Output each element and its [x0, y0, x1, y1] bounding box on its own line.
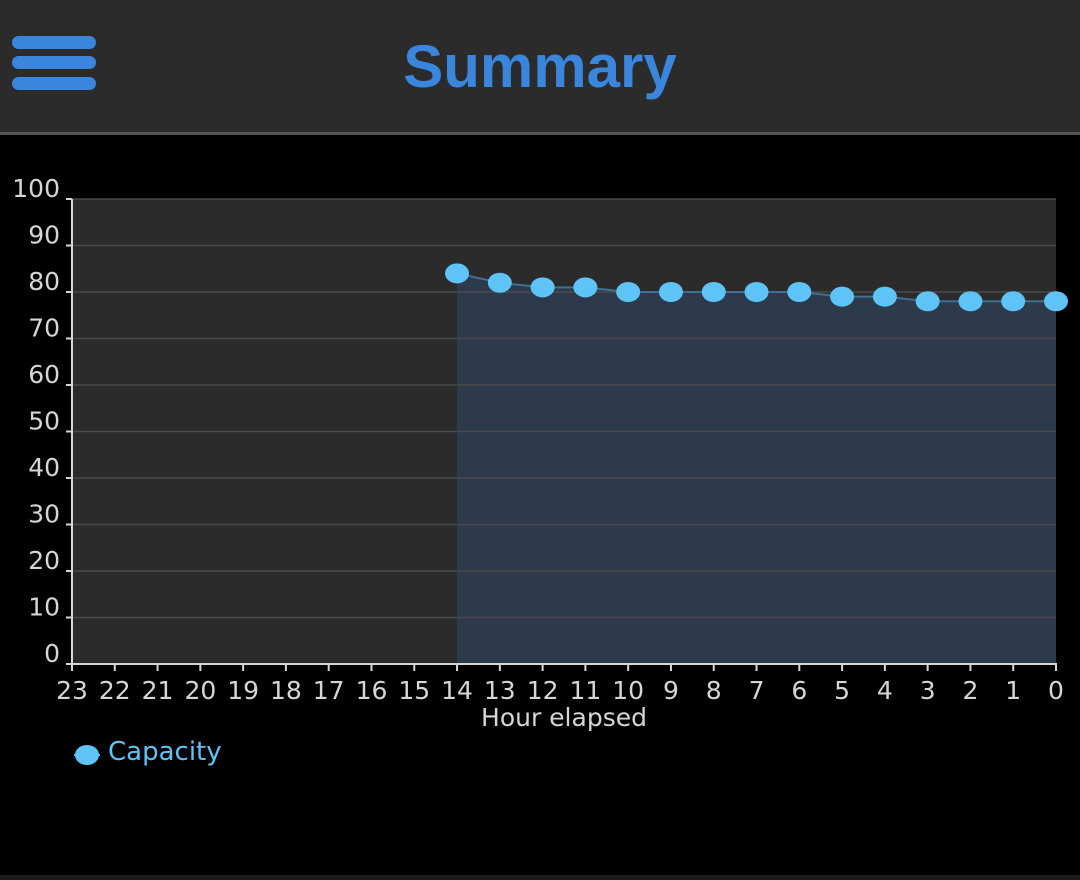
x-tick-label: 16 — [356, 676, 388, 705]
data-point — [616, 282, 641, 302]
x-tick-label: 17 — [313, 676, 345, 705]
x-tick-label: 14 — [441, 676, 473, 705]
data-point — [701, 282, 726, 302]
legend-label: Capacity — [108, 737, 222, 767]
x-tick-label: 5 — [834, 676, 850, 705]
y-tick-label: 50 — [28, 407, 60, 436]
data-point — [1001, 291, 1026, 312]
y-tick-label: 60 — [28, 360, 60, 389]
x-tick-label: 15 — [398, 676, 430, 705]
x-axis-title: Hour elapsed — [481, 703, 647, 732]
x-tick-label: 6 — [791, 676, 807, 705]
app-bar: Summary — [0, 0, 1080, 135]
y-tick-label: 20 — [28, 546, 60, 575]
x-tick-label: 22 — [99, 676, 131, 705]
data-point — [573, 277, 598, 298]
x-tick-label: 23 — [56, 676, 88, 705]
data-point — [445, 263, 470, 284]
page-title: Summary — [403, 33, 677, 100]
x-tick-label: 8 — [706, 676, 722, 705]
x-tick-label: 20 — [184, 676, 216, 705]
data-point — [744, 282, 769, 302]
x-tick-label: 9 — [663, 676, 679, 705]
data-point — [872, 286, 897, 307]
y-tick-label: 100 — [12, 174, 60, 203]
x-tick-label: 2 — [962, 676, 978, 705]
x-tick-label: 13 — [484, 676, 516, 705]
y-tick-label: 70 — [28, 314, 60, 343]
hamburger-menu-icon[interactable] — [10, 34, 98, 96]
x-tick-label: 12 — [527, 676, 559, 705]
y-tick-label: 0 — [44, 639, 60, 668]
bottom-divider — [0, 875, 1080, 880]
legend-marker — [75, 745, 99, 765]
x-tick-label: 21 — [142, 676, 174, 705]
data-point — [787, 282, 812, 302]
data-point — [530, 277, 555, 298]
y-tick-label: 40 — [28, 453, 60, 482]
x-tick-label: 19 — [227, 676, 259, 705]
data-point — [958, 291, 983, 312]
menu-line — [12, 56, 96, 69]
x-tick-label: 0 — [1048, 676, 1064, 705]
x-tick-label: 11 — [569, 676, 601, 705]
y-tick-label: 30 — [28, 500, 60, 529]
x-tick-label: 3 — [920, 676, 936, 705]
y-tick-label: 10 — [28, 593, 60, 622]
data-point — [1044, 291, 1068, 312]
menu-line — [12, 36, 96, 49]
x-tick-label: 4 — [877, 676, 893, 705]
data-point — [830, 286, 855, 307]
data-point — [658, 282, 683, 302]
data-point — [915, 291, 940, 312]
x-tick-label: 7 — [749, 676, 765, 705]
y-tick-label: 90 — [28, 221, 60, 250]
menu-line — [12, 77, 96, 90]
data-point — [487, 272, 512, 293]
x-tick-label: 1 — [1005, 676, 1021, 705]
x-tick-label: 10 — [612, 676, 644, 705]
capacity-area — [457, 273, 1057, 664]
y-tick-label: 80 — [28, 267, 60, 296]
capacity-chart: 0 10 20 30 40 50 60 70 80 90 100 23 22 21 20 19 18 17 16 15… — [0, 135, 1080, 870]
x-tick-label: 18 — [270, 676, 302, 705]
